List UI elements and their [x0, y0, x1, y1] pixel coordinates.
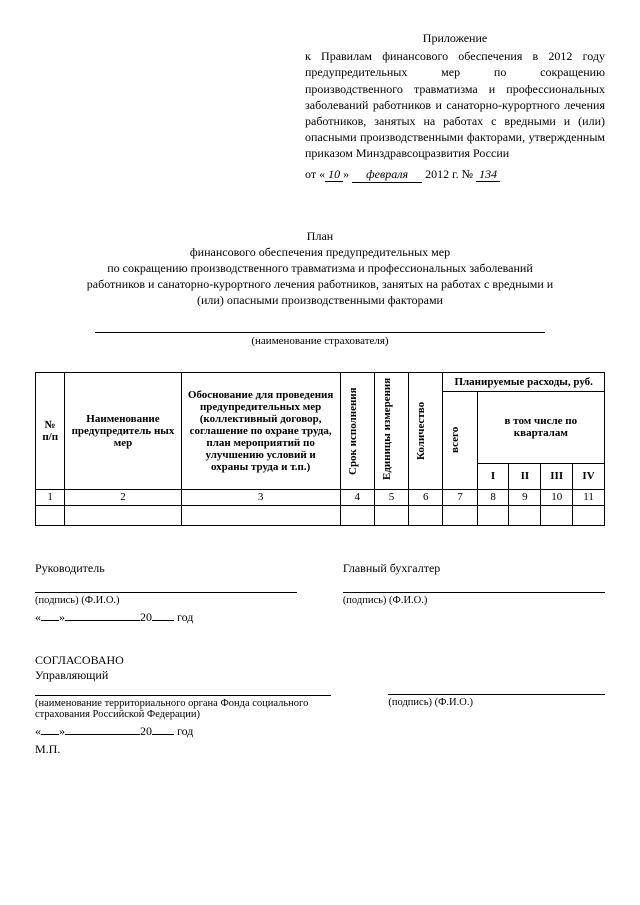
org-caption: (наименование территориального органа Фо…: [35, 698, 331, 720]
plan-line3: по сокращению производственного травмати…: [35, 260, 605, 276]
year-text: 2012 г. №: [425, 167, 473, 181]
col-2: 2: [65, 489, 181, 505]
cell: [65, 505, 181, 525]
cell: [181, 505, 340, 525]
month-handwritten: февраля: [352, 166, 422, 183]
th-name: Наименование предупредитель ных мер: [65, 372, 181, 489]
agreed-sign-line: [388, 682, 605, 695]
day-field-2: [41, 734, 59, 735]
th-q3: III: [541, 464, 573, 489]
head-line: [35, 580, 297, 593]
cell: [374, 505, 408, 525]
plan-line1: План: [35, 228, 605, 244]
manager-line: [35, 683, 331, 696]
agreed-title: СОГЛАСОВАНО: [35, 653, 605, 668]
number-handwritten: 134: [476, 167, 500, 182]
acc-caption: (подпись) (Ф.И.О.): [343, 595, 605, 606]
year-suffix-2: год: [177, 724, 193, 738]
accountant-signature: Главный бухгалтер (подпись) (Ф.И.О.): [343, 561, 605, 625]
year-field-2: [152, 734, 174, 735]
col-10: 10: [541, 489, 573, 505]
appendix-title: Приложение: [305, 30, 605, 46]
col-6: 6: [409, 489, 443, 505]
th-q4: IV: [573, 464, 605, 489]
col-11: 11: [573, 489, 605, 505]
col-4: 4: [340, 489, 374, 505]
signature-section: Руководитель (подпись) (Ф.И.О.) «»20 год…: [35, 561, 605, 625]
cell: [340, 505, 374, 525]
th-qty: Количество: [409, 372, 443, 489]
head-label: Руководитель: [35, 561, 297, 576]
th-total: всего: [443, 391, 477, 489]
cell: [443, 505, 477, 525]
col-8: 8: [477, 489, 509, 505]
insurer-line: [95, 319, 545, 333]
appendix-block: Приложение к Правилам финансового обеспе…: [305, 30, 605, 183]
agreed-block: СОГЛАСОВАНО Управляющий (наименование те…: [35, 653, 605, 757]
cell: [541, 505, 573, 525]
th-num: № п/п: [36, 372, 65, 489]
head-caption: (подпись) (Ф.И.О.): [35, 595, 297, 606]
th-q1: I: [477, 464, 509, 489]
th-basis: Обоснование для проведения предупредител…: [181, 372, 340, 489]
th-costs: Планируемые расходы, руб.: [443, 372, 605, 391]
plan-line4: работников и санаторно-курортного лечени…: [35, 276, 605, 292]
head-date: «»20 год: [35, 610, 297, 625]
plan-table: № п/п Наименование предупредитель ных ме…: [35, 372, 605, 526]
from-label: от «: [305, 167, 325, 181]
th-units-text: Единицы измерения: [379, 376, 395, 486]
th-term: Срок исполнения: [340, 372, 374, 489]
empty-row: [36, 505, 605, 525]
th-units: Единицы измерения: [374, 372, 408, 489]
cell: [36, 505, 65, 525]
th-by-quarters: в том числе по кварталам: [477, 391, 604, 464]
cell: [573, 505, 605, 525]
appendix-date-line: от «10» февраля 2012 г. № 134: [305, 166, 605, 183]
agreed-sign-caption: (подпись) (Ф.И.О.): [388, 697, 605, 708]
cell: [509, 505, 541, 525]
th-total-text: всего: [447, 410, 463, 470]
day-field: [41, 620, 59, 621]
acc-label: Главный бухгалтер: [343, 561, 605, 576]
acc-line: [343, 580, 605, 593]
col-1: 1: [36, 489, 65, 505]
year-suffix: год: [177, 610, 193, 624]
col-9: 9: [509, 489, 541, 505]
plan-line2: финансового обеспечения предупредительны…: [35, 244, 605, 260]
th-qty-text: Количество: [413, 376, 429, 486]
th-q2: II: [509, 464, 541, 489]
col-3: 3: [181, 489, 340, 505]
mp-label: М.П.: [35, 742, 331, 757]
cell: [409, 505, 443, 525]
month-field-2: [65, 734, 140, 735]
col-7: 7: [443, 489, 477, 505]
appendix-body: к Правилам финансового обеспечения в 201…: [305, 48, 605, 161]
plan-title: План финансового обеспечения предупредит…: [35, 228, 605, 309]
month-field: [65, 620, 140, 621]
th-term-text: Срок исполнения: [345, 376, 361, 486]
num-row: 1 2 3 4 5 6 7 8 9 10 11: [36, 489, 605, 505]
year-field: [152, 620, 174, 621]
insurer-caption: (наименование страхователя): [35, 335, 605, 347]
agreed-right: (подпись) (Ф.И.О.): [388, 668, 605, 757]
col-5: 5: [374, 489, 408, 505]
quote-after: »: [343, 167, 349, 181]
cell: [477, 505, 509, 525]
agreed-date: «»20 год: [35, 724, 331, 739]
agreed-left: Управляющий (наименование территориально…: [35, 668, 331, 757]
plan-line5: (или) опасными производственными фактора…: [35, 292, 605, 308]
day-handwritten: 10: [325, 167, 343, 182]
head-signature: Руководитель (подпись) (Ф.И.О.) «»20 год: [35, 561, 297, 625]
manager-label: Управляющий: [35, 668, 108, 682]
